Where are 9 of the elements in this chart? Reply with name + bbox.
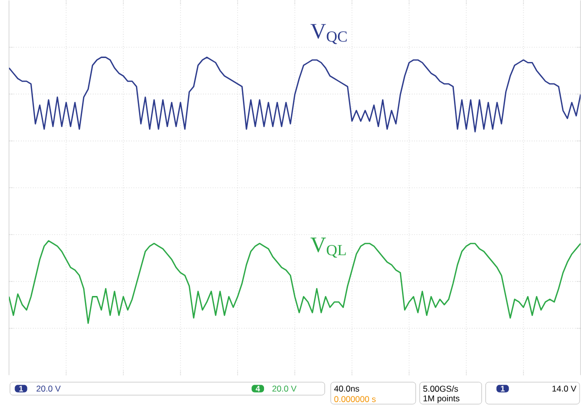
series-label: V$_{QC}$ [310,24,347,44]
text: 20.0 V [272,386,297,392]
series-label: V$_{QL}$ [310,238,346,258]
text: 5.00GS/s [423,385,458,392]
text: 1M points [424,395,460,404]
text: 0.000000 s [334,396,376,402]
text: 40.0ns [334,386,360,392]
text: 20.0 V [36,386,61,392]
text: 14.0 V [552,386,576,392]
